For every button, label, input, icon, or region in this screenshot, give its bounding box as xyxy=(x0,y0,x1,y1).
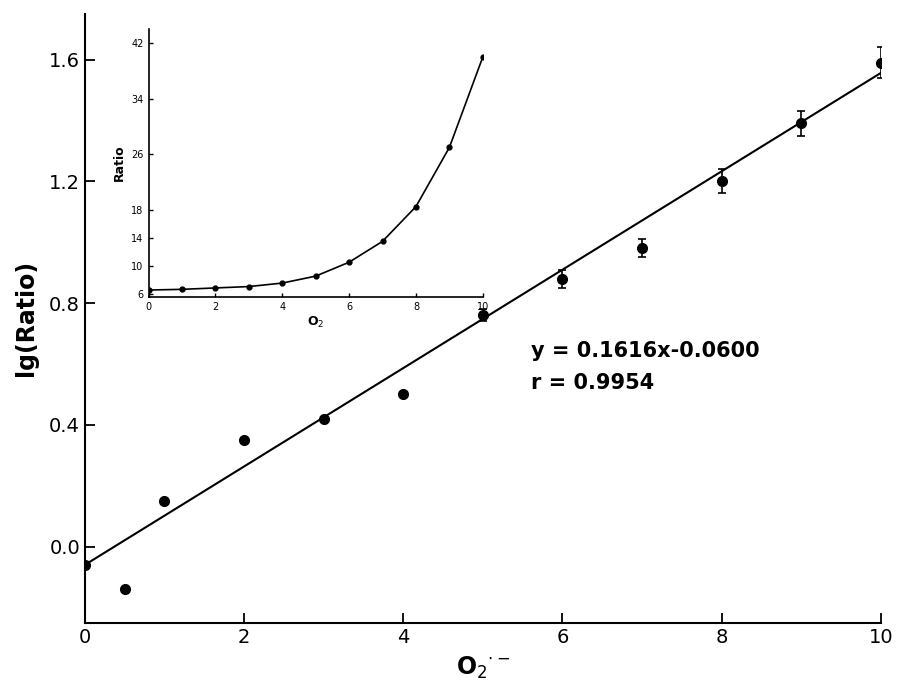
Text: y = 0.1616x-0.0600
r = 0.9954: y = 0.1616x-0.0600 r = 0.9954 xyxy=(531,341,759,393)
Y-axis label: lg(Ratio): lg(Ratio) xyxy=(14,260,38,377)
X-axis label: O$_2$$^{\cdot-}$: O$_2$$^{\cdot-}$ xyxy=(455,655,510,681)
